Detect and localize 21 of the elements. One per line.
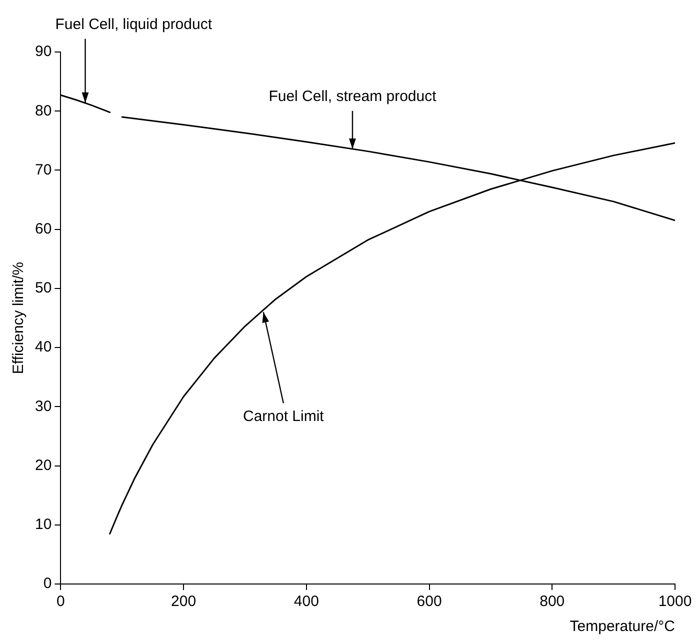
x-tick-label: 1000: [658, 593, 692, 610]
y-tick-label: 60: [34, 220, 52, 238]
x-tick-label: 0: [56, 593, 65, 610]
annotation: Fuel Cell, liquid product: [55, 16, 213, 33]
y-tick-label: 50: [34, 280, 52, 297]
y-tick-label: 70: [34, 161, 52, 178]
y-tick-label: 30: [34, 398, 52, 415]
y-tick-label: 90: [34, 43, 52, 60]
annotation: Fuel Cell, stream product: [268, 88, 438, 106]
x-tick-label: 600: [416, 593, 442, 610]
x-tick-label: 400: [294, 593, 319, 610]
x-axis-title: Temperature/°C: [570, 618, 676, 636]
x-tick-label: 200: [171, 593, 196, 610]
y-tick-label: 40: [34, 338, 52, 356]
x-tick-label: 800: [540, 593, 565, 610]
y-axis-title: Efficiency limit/%: [10, 262, 28, 374]
y-tick-label: 10: [34, 516, 52, 534]
y-tick-label: 0: [43, 575, 52, 592]
y-tick-label: 80: [34, 102, 52, 120]
y-tick-label: 20: [34, 456, 52, 474]
annotation: Carnot Limit: [242, 408, 325, 426]
